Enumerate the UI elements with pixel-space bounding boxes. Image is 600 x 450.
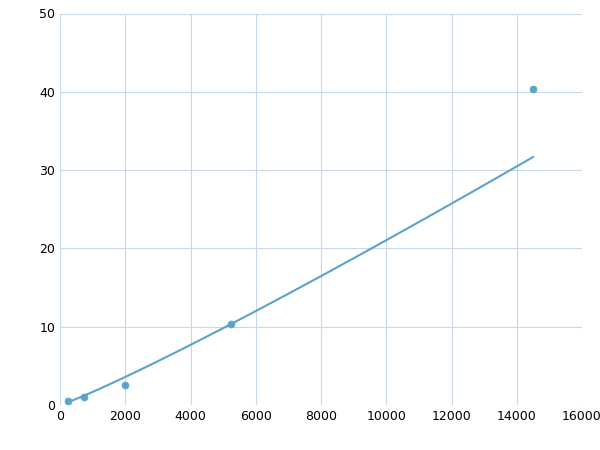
Point xyxy=(226,321,236,328)
Point xyxy=(121,382,130,389)
Point xyxy=(64,397,73,405)
Point xyxy=(528,86,538,93)
Point xyxy=(80,394,89,401)
